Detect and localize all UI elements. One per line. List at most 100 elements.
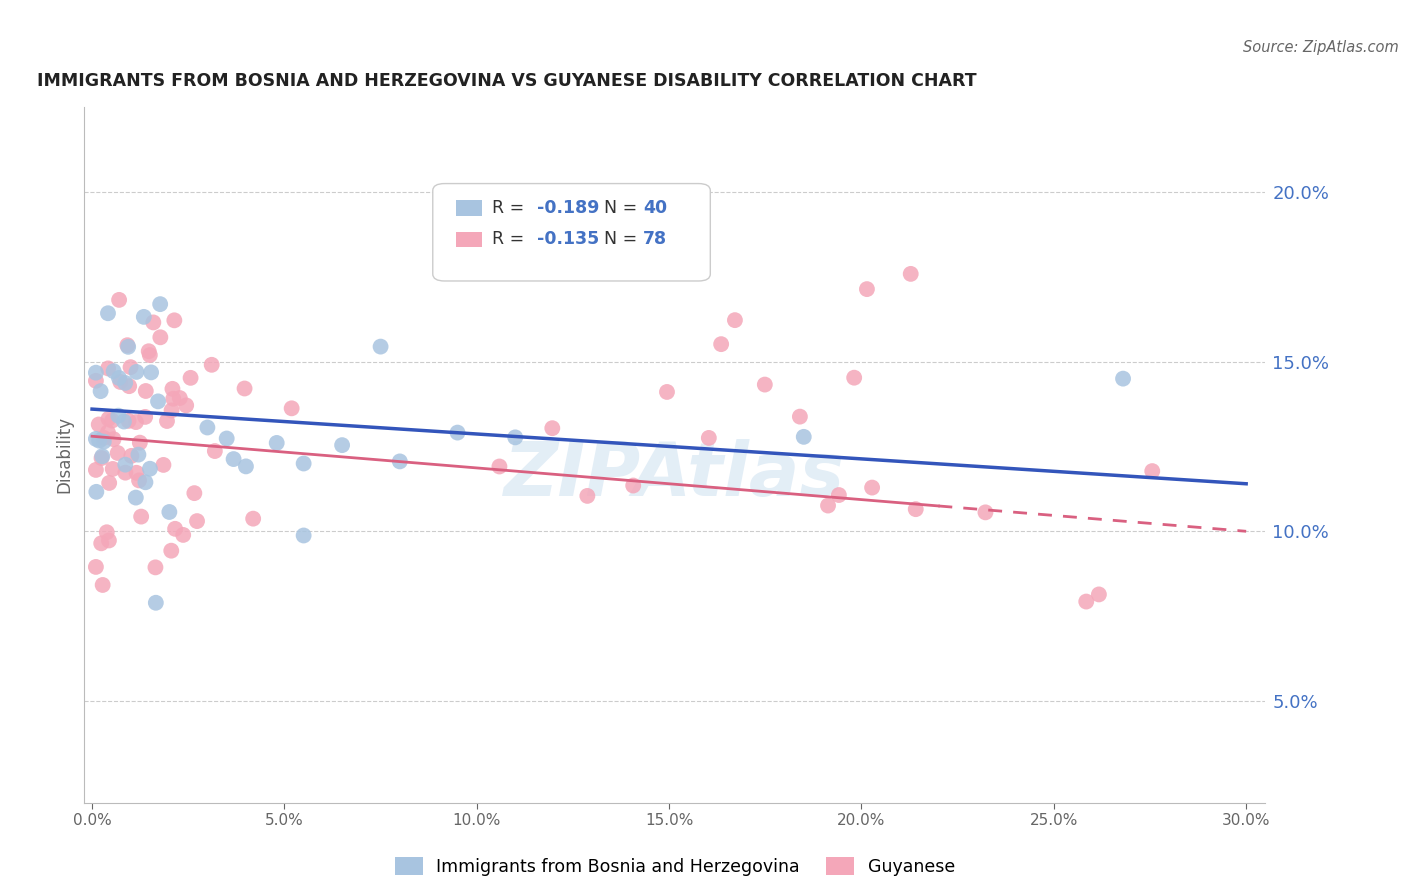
Text: N =: N = <box>605 230 643 248</box>
Point <box>233 382 256 396</box>
Point <box>215 432 238 446</box>
Point <box>120 449 142 463</box>
Point <box>98 475 121 490</box>
Text: -0.135: -0.135 <box>537 230 599 248</box>
Point <box>162 382 184 396</box>
Point <box>1112 371 1135 385</box>
Legend: Immigrants from Bosnia and Herzegovina, Guyanese: Immigrants from Bosnia and Herzegovina, … <box>387 848 963 885</box>
Point <box>125 466 148 480</box>
Point <box>128 474 150 488</box>
Point <box>91 449 114 463</box>
Point <box>93 434 115 449</box>
Point <box>860 481 883 495</box>
Point <box>388 454 411 468</box>
Point <box>446 425 468 440</box>
Point <box>697 431 720 445</box>
Point <box>118 379 141 393</box>
Point <box>97 361 120 376</box>
Point <box>90 384 112 399</box>
Point <box>330 438 353 452</box>
Point <box>266 436 288 450</box>
Point <box>974 505 997 519</box>
Point <box>97 533 120 548</box>
Point <box>149 330 172 344</box>
Point <box>97 306 120 320</box>
Point <box>125 491 148 505</box>
Point <box>156 414 179 428</box>
Point <box>844 370 866 384</box>
Point <box>120 360 142 375</box>
Point <box>86 484 108 499</box>
Point <box>710 337 733 351</box>
Point <box>112 415 135 429</box>
Point <box>292 457 315 471</box>
Point <box>541 421 564 435</box>
Point <box>108 293 131 307</box>
Text: ZIPAtlas: ZIPAtlas <box>505 439 845 512</box>
Point <box>856 282 879 296</box>
Point <box>84 463 107 477</box>
Point <box>174 398 197 412</box>
Point <box>160 543 183 558</box>
Point <box>97 412 120 426</box>
Point <box>576 489 599 503</box>
Point <box>146 394 169 409</box>
Point <box>84 560 107 574</box>
Point <box>1088 587 1111 601</box>
Point <box>135 384 157 398</box>
Text: IMMIGRANTS FROM BOSNIA AND HERZEGOVINA VS GUYANESE DISABILITY CORRELATION CHART: IMMIGRANTS FROM BOSNIA AND HERZEGOVINA V… <box>37 72 977 90</box>
Point <box>110 375 132 389</box>
Point <box>370 340 392 354</box>
Point <box>145 596 167 610</box>
Point <box>84 374 107 388</box>
Point <box>127 448 149 462</box>
Point <box>488 459 510 474</box>
Point <box>789 409 811 424</box>
Point <box>817 499 839 513</box>
FancyBboxPatch shape <box>433 184 710 281</box>
Point <box>142 315 165 329</box>
Point <box>129 509 152 524</box>
Point <box>724 313 747 327</box>
Point <box>145 560 167 574</box>
Point <box>107 446 129 460</box>
Point <box>117 414 139 428</box>
Point <box>117 338 139 352</box>
Point <box>90 451 112 466</box>
Point <box>139 348 162 362</box>
Point <box>904 502 927 516</box>
Text: R =: R = <box>492 230 530 248</box>
Point <box>114 458 136 472</box>
Point <box>90 536 112 550</box>
Point <box>163 313 186 327</box>
Point <box>97 425 120 440</box>
Point <box>132 310 155 324</box>
Point <box>242 511 264 525</box>
Point <box>84 366 107 380</box>
Point <box>280 401 302 416</box>
Point <box>165 522 187 536</box>
Point <box>107 409 129 423</box>
Point <box>91 578 114 592</box>
Point <box>101 462 124 476</box>
Point <box>204 444 226 458</box>
Point <box>222 452 245 467</box>
Point <box>793 430 815 444</box>
Point <box>235 459 257 474</box>
Point <box>197 420 219 434</box>
Point <box>621 478 644 492</box>
Point <box>1076 594 1098 608</box>
Point <box>103 364 125 378</box>
Point <box>828 488 851 502</box>
Y-axis label: Disability: Disability <box>55 417 73 493</box>
Point <box>180 371 202 385</box>
Text: 40: 40 <box>643 199 666 217</box>
Point <box>139 461 162 475</box>
Point <box>134 409 156 424</box>
Point <box>108 371 131 385</box>
Point <box>114 376 136 390</box>
Point <box>138 344 160 359</box>
Point <box>117 340 139 354</box>
Text: -0.189: -0.189 <box>537 199 599 217</box>
Point <box>655 384 678 399</box>
